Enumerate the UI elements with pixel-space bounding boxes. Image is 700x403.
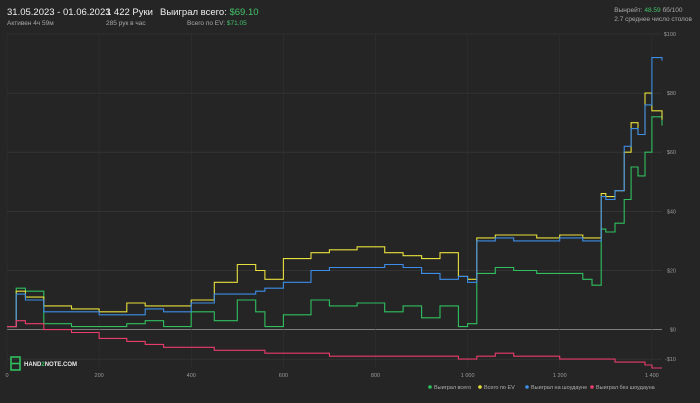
y-tick-label: $0 bbox=[670, 328, 676, 334]
y-axis: -$10 $0 $20 $40 $60 $80 $100 bbox=[664, 32, 676, 363]
legend-label: Выиграл всего bbox=[434, 385, 471, 391]
series-line-2 bbox=[7, 57, 663, 328]
won-block: Выиграл всего: $69.10 Всего по EV: $71.0… bbox=[160, 7, 259, 27]
logo: HAND2NOTE.COM bbox=[10, 356, 77, 371]
x-tick-label: 1 200 bbox=[553, 373, 567, 379]
x-tick-label: 0 bbox=[5, 373, 8, 379]
y-tick-label: $20 bbox=[667, 268, 676, 274]
active-time: Активен 4ч 59м bbox=[7, 20, 54, 27]
y-tick-label: -$10 bbox=[665, 357, 676, 363]
won-total-label: Выиграл всего: bbox=[160, 7, 227, 18]
winrate-suffix: бб/100 bbox=[662, 7, 683, 14]
y-tick-label: $60 bbox=[667, 150, 676, 156]
y-tick-label: $100 bbox=[664, 32, 676, 38]
date-range: 31.05.2023 - 01.06.2023 bbox=[7, 7, 111, 18]
logo-text: HAND2NOTE.COM bbox=[24, 362, 77, 368]
ev-value: $71.05 bbox=[226, 20, 247, 27]
legend-marker bbox=[525, 385, 529, 389]
y-tick-label: $80 bbox=[667, 91, 676, 97]
legend-marker bbox=[428, 385, 432, 389]
x-tick-label: 1 400 bbox=[645, 373, 659, 379]
avg-tables: 2.7 среднее число столов bbox=[614, 16, 692, 23]
winrate-value: 48.59 bbox=[644, 7, 661, 14]
y-tick-label: $40 bbox=[667, 209, 676, 215]
series-line-1 bbox=[7, 92, 663, 328]
x-tick-label: 600 bbox=[279, 373, 288, 379]
legend: Выиграл всего Всего по EV Выиграл на шоуда… bbox=[428, 385, 656, 391]
x-axis: 0 200 400 600 800 1 000 1 200 1 400 bbox=[5, 373, 658, 379]
hands-count: 1 422 Руки bbox=[106, 7, 153, 18]
x-tick-label: 800 bbox=[371, 373, 380, 379]
date-range-block: 31.05.2023 - 01.06.2023 Активен 4ч 59м bbox=[7, 7, 111, 27]
legend-label: Всего по EV bbox=[484, 385, 515, 391]
series-lines bbox=[7, 57, 663, 369]
won-total-value: $69.10 bbox=[229, 7, 259, 18]
legend-label: Выиграл на шоудауне bbox=[531, 385, 587, 391]
legend-label: Выиграл без шоудауна bbox=[596, 385, 656, 391]
grid bbox=[6, 33, 662, 368]
legend-marker bbox=[590, 385, 594, 389]
ev-label: Всего по EV: bbox=[187, 20, 226, 27]
header: 31.05.2023 - 01.06.2023 Активен 4ч 59м 1… bbox=[0, 0, 700, 32]
hands-per-hour: 285 рук в час bbox=[106, 20, 146, 27]
legend-marker bbox=[478, 385, 482, 389]
x-tick-label: 200 bbox=[95, 373, 104, 379]
series-line-3 bbox=[7, 320, 662, 369]
hands-block: 1 422 Руки 285 рук в час bbox=[106, 7, 153, 27]
x-tick-label: 400 bbox=[187, 373, 196, 379]
winrate-label: Вынрейт: bbox=[614, 7, 643, 14]
winrate-block: Вынрейт: 48.59 бб/100 2.7 среднее число … bbox=[614, 7, 692, 23]
x-tick-label: 1 000 bbox=[461, 373, 475, 379]
series-line-0 bbox=[7, 116, 663, 328]
